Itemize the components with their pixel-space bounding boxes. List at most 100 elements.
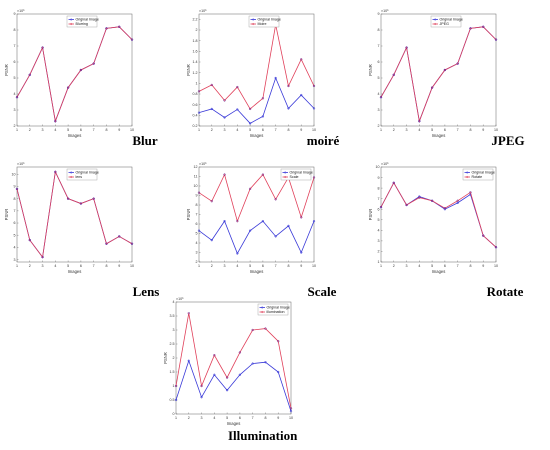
chart-3: 1 2 3 4 5 6 7 8 9 10 3 4 5 6 7 8 9 10 ×10⁵ Images PSNR Origin… (4, 162, 159, 299)
series-line-1 (16, 170, 133, 259)
x-axis-label: Images (432, 269, 446, 274)
data-point (213, 373, 216, 376)
data-point (236, 108, 239, 111)
y-tick-label: 1.4 (193, 60, 198, 64)
x-tick-label: 8 (469, 128, 471, 132)
x-tick-label: 9 (482, 264, 484, 268)
data-point (130, 38, 134, 41)
y-tick-label: 4 (378, 229, 380, 233)
x-tick-label: 1 (16, 264, 18, 268)
y-tick-label: 2 (378, 124, 380, 128)
x-axis-label: Images (68, 133, 82, 138)
data-point (130, 242, 134, 245)
y-tick-label: 9 (14, 185, 16, 189)
x-tick-label: 6 (444, 264, 446, 268)
y-tick-label: 9 (378, 176, 380, 180)
data-point (54, 120, 57, 123)
data-point (41, 46, 44, 49)
y-tick-label: 4 (378, 92, 380, 96)
x-tick-label: 10 (130, 264, 134, 268)
axis-exponent: ×10⁵ (17, 162, 25, 166)
data-point (300, 251, 303, 254)
legend-box (248, 15, 280, 28)
data-point (236, 220, 239, 223)
legend-label: illumination (267, 310, 285, 314)
legend-marker (284, 171, 287, 174)
y-tick-label: 1.8 (193, 39, 198, 43)
x-axis-label: Images (250, 133, 264, 138)
legend-label: Original Image (290, 171, 313, 175)
y-tick-label: 3 (378, 108, 380, 112)
x-tick-label: 7 (457, 128, 459, 132)
legend-label: Original Image (472, 171, 495, 175)
x-tick-label: 4 (418, 264, 420, 268)
y-tick-label: 0.2 (193, 124, 198, 128)
x-tick-label: 5 (249, 128, 251, 132)
legend-marker (466, 171, 469, 174)
data-point (92, 197, 95, 200)
data-point (312, 84, 316, 88)
chart-caption: Illumination (228, 428, 298, 443)
legend-marker (434, 18, 437, 21)
data-point (213, 354, 216, 357)
data-point (494, 38, 498, 41)
x-tick-label: 1 (380, 264, 382, 268)
data-point (54, 170, 57, 174)
data-point (248, 107, 252, 111)
legend-box (66, 168, 98, 181)
y-tick-label: 8 (196, 203, 198, 207)
chart-caption: Blur (132, 133, 158, 148)
x-tick-label: 3 (224, 128, 226, 132)
y-tick-label: 0.8 (193, 92, 198, 96)
y-tick-label: 0 (173, 412, 175, 416)
data-point (236, 85, 239, 89)
data-point (379, 96, 383, 99)
y-tick-label: 8 (378, 186, 380, 190)
y-tick-label: 10 (376, 165, 380, 169)
plot-area (380, 13, 497, 127)
x-tick-label: 3 (42, 264, 44, 268)
y-tick-label: 7 (14, 44, 16, 48)
data-point (251, 328, 254, 332)
legend-marker (70, 23, 73, 26)
data-point (248, 229, 252, 232)
legend-marker (70, 171, 73, 174)
x-tick-label: 6 (239, 416, 241, 420)
y-tick-label: 0.4 (193, 114, 198, 118)
data-point (418, 120, 421, 123)
y-tick-label: 1 (196, 82, 198, 86)
x-tick-label: 4 (54, 128, 56, 132)
axis-exponent: ×10⁵ (176, 297, 184, 301)
legend-marker (466, 175, 469, 178)
data-point (15, 187, 19, 191)
data-point (443, 207, 447, 210)
data-point (379, 205, 383, 209)
y-tick-label: 5 (196, 232, 198, 236)
data-point (238, 351, 242, 354)
data-point (312, 176, 316, 179)
series-line-1 (380, 26, 497, 123)
x-tick-label: 7 (275, 264, 277, 268)
x-axis-label: Images (432, 133, 446, 138)
y-tick-label: 12 (194, 165, 198, 169)
x-tick-label: 2 (211, 264, 213, 268)
y-tick-label: 5 (378, 76, 380, 80)
data-point (200, 396, 203, 399)
legend-box (430, 15, 462, 28)
axis-exponent: ×10⁵ (17, 9, 25, 13)
y-tick-label: 3.5 (170, 314, 175, 318)
data-point (15, 96, 19, 99)
data-point (392, 181, 395, 184)
y-tick-label: 2 (196, 28, 198, 32)
x-tick-label: 9 (118, 264, 120, 268)
legend-marker (434, 23, 437, 26)
y-tick-label: 9 (14, 12, 16, 16)
data-point (456, 62, 459, 65)
data-point (482, 234, 485, 237)
legend-label: lens (76, 175, 83, 179)
